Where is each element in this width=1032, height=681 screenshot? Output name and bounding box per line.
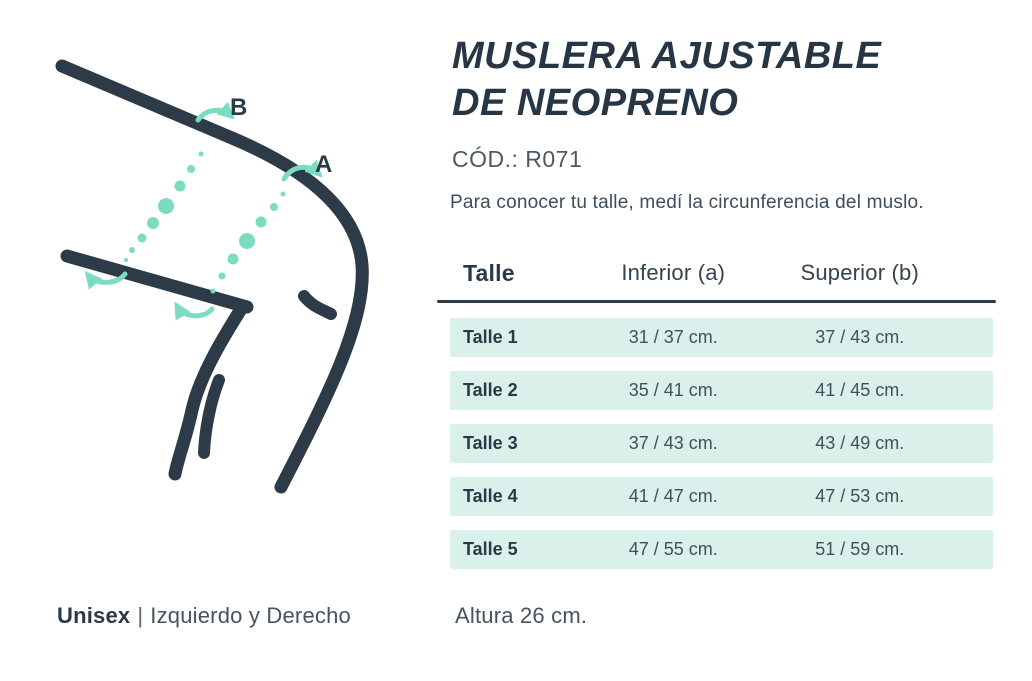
height-note: Altura 26 cm. — [455, 603, 588, 628]
separator: | — [137, 603, 144, 628]
title-line-1: MUSLERA AJUSTABLE — [452, 35, 882, 77]
size-name: Talle 5 — [463, 539, 518, 559]
size-name: Talle 4 — [463, 486, 518, 506]
title-line-2: DE NEOPRENO — [452, 82, 739, 124]
table-header-divider — [437, 300, 996, 303]
table-row: Talle 1 31 / 37 cm. 37 / 43 cm. — [450, 318, 993, 357]
inferior-value: 31 / 37 cm. — [628, 327, 718, 347]
page-title: MUSLERA AJUSTABLE DE NEOPRENO — [452, 33, 992, 127]
table-row: Talle 3 37 / 43 cm. 43 / 49 cm. — [450, 424, 993, 463]
sides-label: Izquierdo y Derecho — [150, 603, 351, 628]
measure-arrows — [84, 101, 323, 321]
superior-value: 47 / 53 cm. — [815, 486, 905, 506]
table-row: Talle 4 41 / 47 cm. 47 / 53 cm. — [450, 477, 993, 516]
measure-dots-a — [210, 191, 286, 294]
size-name: Talle 2 — [463, 380, 518, 400]
size-table: Talle Inferior (a) Superior (b) Talle 1 … — [437, 252, 996, 569]
arrow-bottom-icon — [174, 301, 215, 321]
size-instruction: Para conocer tu talle, medí la circunfer… — [450, 192, 924, 213]
superior-value: 51 / 59 cm. — [815, 539, 905, 559]
measure-label-b: B — [230, 94, 247, 121]
inferior-value: 37 / 43 cm. — [628, 433, 718, 453]
inferior-value: 41 / 47 cm. — [628, 486, 718, 506]
table-row: Talle 2 35 / 41 cm. 41 / 45 cm. — [450, 371, 993, 410]
arrow-left-icon — [84, 271, 128, 290]
inferior-value: 35 / 41 cm. — [628, 380, 718, 400]
column-header-inferior: Inferior (a) — [621, 260, 726, 285]
leg-outline — [55, 59, 369, 494]
table-row: Talle 5 47 / 55 cm. 51 / 59 cm. — [450, 530, 993, 569]
superior-value: 37 / 43 cm. — [815, 327, 905, 347]
inferior-value: 47 / 55 cm. — [628, 539, 718, 559]
measure-dots-b — [124, 151, 204, 262]
size-name: Talle 3 — [463, 433, 518, 453]
arrow-a-icon — [281, 159, 323, 182]
size-name: Talle 1 — [463, 327, 518, 347]
table-header-row: Talle Inferior (a) Superior (b) — [450, 252, 993, 294]
product-code: CÓD.: R071 — [452, 146, 583, 172]
arrow-b-icon — [195, 101, 235, 123]
gender-label: Unisex — [57, 603, 131, 628]
measure-label-a: A — [315, 151, 332, 178]
superior-value: 43 / 49 cm. — [815, 433, 905, 453]
column-header-superior: Superior (b) — [800, 260, 920, 285]
column-header-talle: Talle — [463, 259, 515, 286]
superior-value: 41 / 45 cm. — [815, 380, 905, 400]
product-attributes: Unisex | Izquierdo y Derecho — [57, 603, 351, 629]
